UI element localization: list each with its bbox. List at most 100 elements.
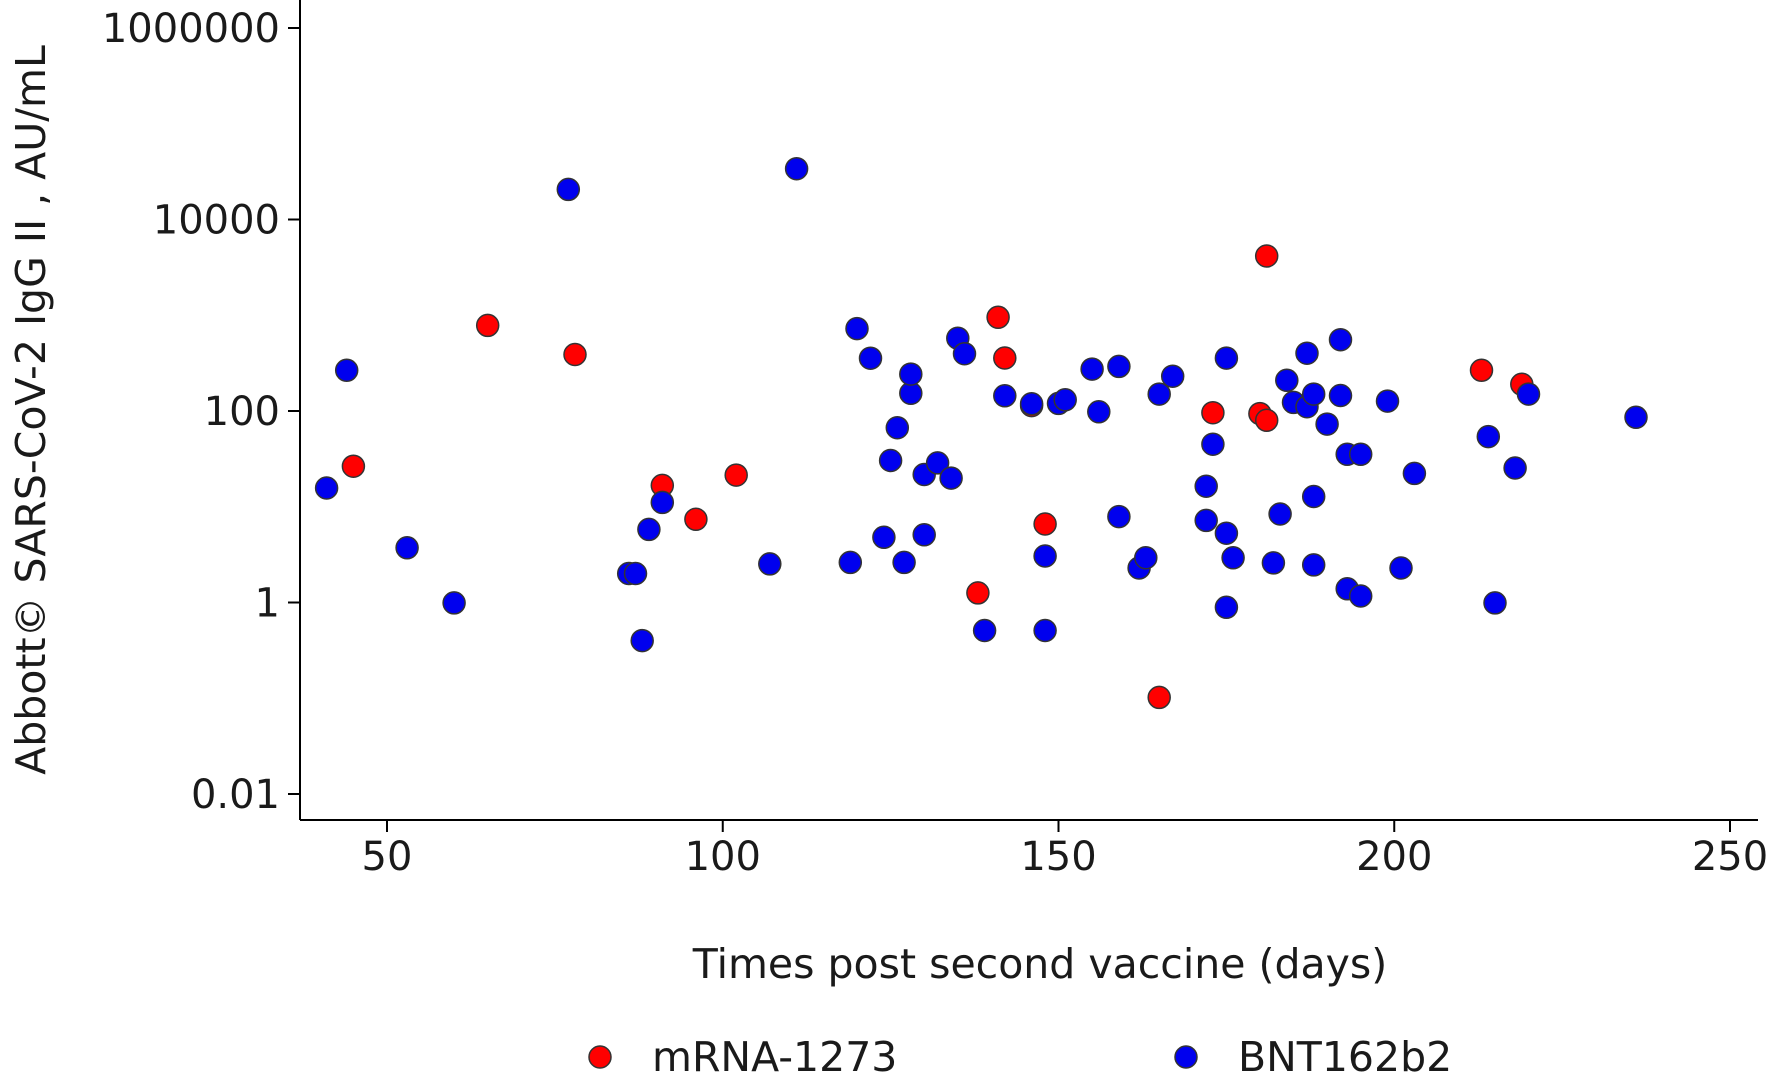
data-point [878, 448, 903, 473]
data-points [314, 156, 1648, 710]
y-axis-ticks: 0.01 1 100 10000 1000000 [102, 6, 300, 818]
data-point [1107, 504, 1131, 529]
data-point [442, 591, 466, 615]
data-point [1503, 456, 1527, 480]
x-tick-label: 250 [1692, 834, 1768, 880]
data-point [1328, 383, 1353, 408]
data-point [1201, 400, 1225, 425]
data-point [1348, 442, 1373, 467]
data-point [314, 476, 339, 500]
y-tick-label: 1 [255, 581, 280, 627]
legend-item: mRNA-1273 [588, 1033, 897, 1080]
data-point [912, 523, 936, 547]
x-tick-label: 50 [362, 834, 413, 880]
data-point [1214, 595, 1239, 620]
data-point [1214, 346, 1239, 370]
legend-item: BNT162b2 [1174, 1033, 1452, 1080]
legend-label: BNT162b2 [1238, 1033, 1452, 1080]
y-axis-title: Abbott© SARS-CoV-2 IgG II , AU/mL [7, 45, 55, 775]
data-point [1301, 484, 1326, 509]
data-point [1348, 584, 1373, 608]
data-point [986, 305, 1010, 330]
data-point [637, 517, 661, 542]
data-point [1476, 424, 1501, 449]
data-point [1201, 432, 1225, 456]
x-tick-label: 150 [1020, 834, 1096, 880]
data-point [341, 454, 366, 478]
data-point [1087, 400, 1111, 424]
data-point [972, 618, 997, 643]
data-point [1194, 474, 1218, 498]
data-point [1254, 408, 1279, 433]
data-point [1147, 382, 1171, 406]
data-point [872, 525, 896, 550]
data-point [838, 550, 863, 575]
data-point [563, 342, 587, 367]
data-point [1080, 357, 1104, 381]
data-point [892, 550, 916, 575]
data-point [334, 358, 359, 383]
x-tick-label: 200 [1356, 834, 1432, 880]
legend-label: mRNA-1273 [652, 1033, 897, 1080]
data-point [1214, 521, 1239, 545]
data-point [1033, 544, 1057, 568]
data-point [899, 362, 923, 386]
data-point [684, 507, 708, 532]
data-point [952, 341, 977, 366]
data-point [1019, 392, 1044, 416]
data-point [1389, 556, 1413, 580]
data-point [1301, 553, 1326, 577]
data-point [395, 536, 419, 560]
series-bnt162b2 [314, 156, 1648, 653]
data-point [630, 628, 654, 653]
data-point [1147, 685, 1171, 710]
data-point [758, 552, 782, 576]
data-point [1160, 364, 1185, 388]
legend: mRNA-1273 BNT162b2 [588, 1033, 1452, 1080]
data-point [1469, 358, 1494, 383]
y-tick-label: 100 [204, 389, 280, 435]
x-axis-ticks: 50 100 150 200 250 [362, 820, 1768, 880]
data-point [925, 451, 950, 475]
plot-area: 0.01 1 100 10000 1000000 50 100 150 200 250 [102, 0, 1768, 880]
x-axis-title: Times post second vaccine (days) [692, 940, 1387, 988]
data-point [885, 415, 910, 440]
data-point [1275, 368, 1299, 393]
data-point [1301, 382, 1326, 406]
legend-marker [588, 1045, 612, 1069]
data-point [1483, 591, 1507, 615]
data-point [1624, 405, 1648, 430]
data-point [724, 463, 748, 487]
data-point [1295, 341, 1319, 365]
data-point [650, 490, 675, 515]
data-point [784, 156, 809, 181]
data-point [993, 384, 1017, 408]
data-point [1375, 389, 1400, 413]
data-point [1328, 327, 1353, 352]
x-tick-label: 100 [685, 834, 761, 880]
data-point [993, 346, 1017, 370]
y-tick-label: 0.01 [191, 772, 280, 818]
data-point [556, 177, 581, 202]
data-point [858, 346, 883, 370]
data-point [1254, 244, 1279, 268]
data-point [1107, 354, 1131, 379]
data-point [1033, 512, 1057, 536]
y-tick-label: 1000000 [102, 6, 280, 52]
data-point [1053, 388, 1077, 412]
data-point [1194, 508, 1218, 533]
data-point [623, 561, 648, 586]
data-point [1134, 545, 1158, 570]
data-point [1315, 412, 1339, 436]
data-point [1221, 546, 1245, 570]
data-point [939, 466, 963, 490]
data-point [845, 316, 869, 341]
data-point [1261, 551, 1286, 575]
legend-marker [1174, 1045, 1198, 1069]
data-point [1268, 502, 1292, 526]
data-point [475, 313, 500, 338]
data-point [1033, 618, 1057, 643]
y-tick-label: 10000 [153, 198, 280, 244]
data-point [966, 581, 990, 605]
